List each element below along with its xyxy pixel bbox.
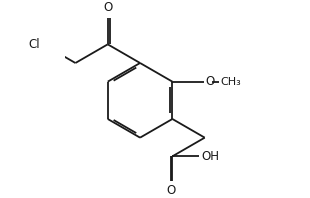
- Text: O: O: [167, 184, 176, 197]
- Text: OH: OH: [201, 150, 219, 163]
- Text: CH₃: CH₃: [220, 77, 241, 87]
- Text: O: O: [205, 75, 214, 88]
- Text: O: O: [104, 1, 113, 14]
- Text: Cl: Cl: [28, 38, 40, 51]
